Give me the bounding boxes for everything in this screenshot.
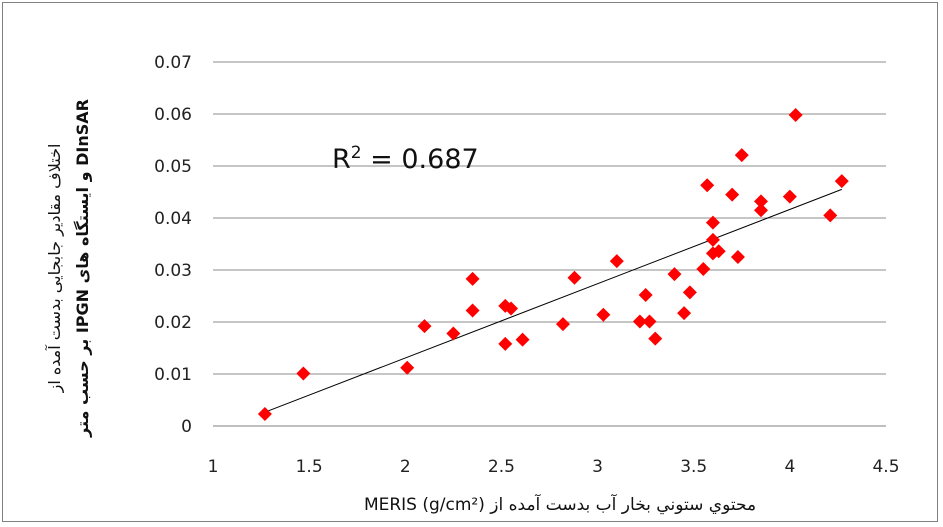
data-point [696, 261, 711, 276]
data-point [682, 285, 697, 300]
data-point [465, 303, 480, 318]
gridlines [213, 61, 886, 375]
data-point [596, 307, 611, 322]
data-point [257, 407, 272, 422]
data-point [754, 194, 769, 209]
y-tick-label: 0.03 [154, 261, 192, 281]
x-axis-title: محتوي ستوني بخار آب بدست آمده از MERIS (… [364, 493, 756, 515]
y-tick-label: 0.07 [154, 53, 192, 73]
x-tick-label: 1 [208, 457, 219, 477]
data-point [632, 314, 647, 329]
data-point [642, 314, 657, 329]
data-point [498, 336, 513, 351]
x-tick-label: 4.5 [872, 457, 899, 477]
x-tick-label: 2.5 [488, 457, 515, 477]
y-axis-title-line2: DInSAR و ایستگاه های IPGN بر حسب متر [73, 99, 92, 438]
y-tick-label: 0.02 [154, 313, 192, 333]
data-point [638, 287, 653, 302]
data-point [705, 232, 720, 247]
x-tick-label: 3 [592, 457, 603, 477]
x-tick-label: 3.5 [680, 457, 707, 477]
data-point [823, 208, 838, 223]
data-point [446, 326, 461, 341]
data-point [648, 331, 663, 346]
data-point [417, 319, 432, 334]
data-point [504, 301, 519, 316]
data-point [400, 360, 415, 375]
data-point [782, 189, 797, 204]
data-point [754, 203, 769, 218]
data-point [734, 148, 749, 163]
chart-frame [2, 2, 938, 522]
data-point [555, 317, 570, 332]
y-tick-label: 0.01 [154, 365, 192, 385]
x-tick-label: 2 [400, 457, 411, 477]
data-point [465, 271, 480, 286]
r-squared-annotation: R2 = 0.687 [332, 143, 479, 175]
y-tick-label: 0 [181, 417, 192, 437]
data-point [677, 306, 692, 321]
x-tick-labels: 1 1.5 2 2.5 3 3.5 4 4.5 [208, 457, 900, 477]
y-tick-label: 0.06 [154, 105, 192, 125]
data-points [257, 108, 849, 422]
data-point [700, 178, 715, 193]
x-tick-label: 1.5 [296, 457, 323, 477]
data-point [667, 267, 682, 282]
data-point [730, 250, 745, 264]
data-point [834, 174, 849, 189]
data-point [296, 366, 311, 381]
trendline [266, 188, 842, 412]
y-tick-labels: 0 0.01 0.02 0.03 0.04 0.05 0.06 0.07 [154, 53, 192, 437]
data-point [609, 254, 624, 269]
data-point [725, 187, 740, 202]
data-point [788, 108, 803, 123]
y-tick-label: 0.05 [154, 157, 192, 177]
x-tick-label: 4 [784, 457, 795, 477]
data-point [567, 270, 582, 285]
y-tick-label: 0.04 [154, 209, 192, 229]
y-axis-title-line1: اختلاف مقادیر جابجایی بدست آمده از [45, 144, 65, 394]
data-point [515, 332, 530, 347]
data-point [705, 215, 720, 230]
data-point [711, 244, 726, 259]
